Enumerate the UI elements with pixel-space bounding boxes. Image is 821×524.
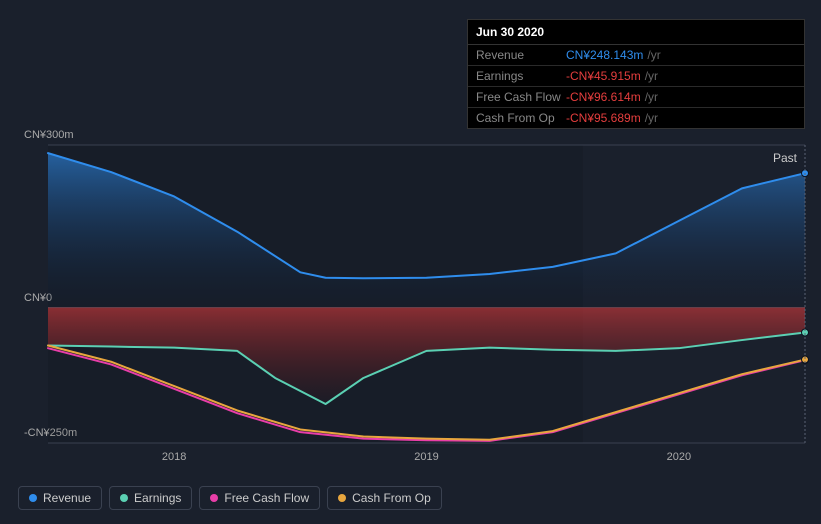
- tooltip-date: Jun 30 2020: [468, 20, 804, 45]
- tooltip-row-label: Earnings: [476, 69, 566, 83]
- tooltip-row-label: Free Cash Flow: [476, 90, 566, 104]
- legend-dot-icon: [210, 494, 218, 502]
- legend-item[interactable]: Revenue: [18, 486, 102, 510]
- tooltip-row: RevenueCN¥248.143m/yr: [468, 45, 804, 66]
- earnings-chart: CN¥300mCN¥0-CN¥250m Past 201820192020 Re…: [18, 118, 805, 508]
- tooltip-row-value: -CN¥96.614m/yr: [566, 90, 796, 104]
- x-axis-label: 2018: [162, 451, 186, 463]
- legend-label: Cash From Op: [352, 491, 431, 505]
- legend-item[interactable]: Cash From Op: [327, 486, 442, 510]
- y-axis-label: CN¥300m: [24, 129, 74, 141]
- chart-plot[interactable]: [48, 145, 805, 443]
- legend-dot-icon: [29, 494, 37, 502]
- chart-legend: Revenue Earnings Free Cash Flow Cash From O…: [18, 486, 442, 510]
- legend-dot-icon: [120, 494, 128, 502]
- legend-item[interactable]: Free Cash Flow: [199, 486, 320, 510]
- tooltip-row-suffix: /yr: [647, 48, 660, 62]
- legend-label: Earnings: [134, 491, 181, 505]
- past-label: Past: [773, 151, 797, 165]
- tooltip-row-value: -CN¥45.915m/yr: [566, 69, 796, 83]
- tooltip-row-suffix: /yr: [645, 69, 658, 83]
- tooltip-row-suffix: /yr: [645, 90, 658, 104]
- x-axis-label: 2019: [414, 451, 438, 463]
- tooltip-row: Earnings-CN¥45.915m/yr: [468, 66, 804, 87]
- legend-item[interactable]: Earnings: [109, 486, 192, 510]
- legend-label: Free Cash Flow: [224, 491, 309, 505]
- tooltip-row-label: Revenue: [476, 48, 566, 62]
- tooltip-row-value: CN¥248.143m/yr: [566, 48, 796, 62]
- chart-tooltip: Jun 30 2020 RevenueCN¥248.143m/yrEarning…: [467, 19, 805, 129]
- legend-label: Revenue: [43, 491, 91, 505]
- x-axis-label: 2020: [667, 451, 691, 463]
- legend-dot-icon: [338, 494, 346, 502]
- tooltip-row: Free Cash Flow-CN¥96.614m/yr: [468, 87, 804, 108]
